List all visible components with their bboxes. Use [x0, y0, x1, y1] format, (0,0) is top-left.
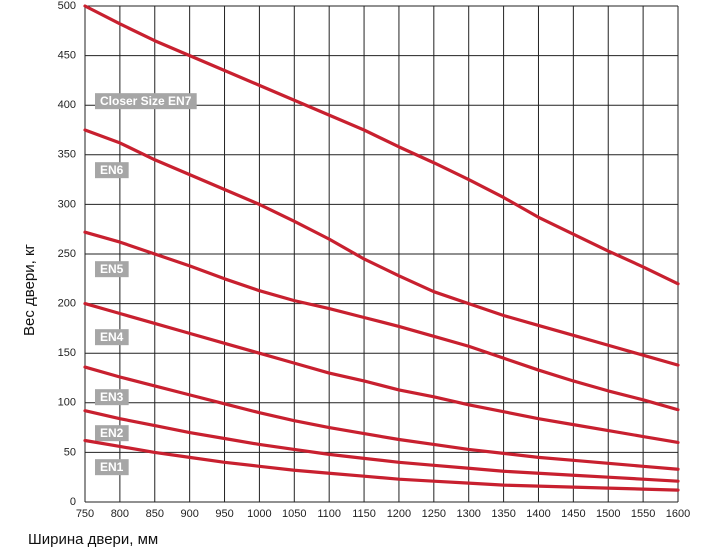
series-label: Closer Size EN7: [100, 94, 192, 108]
x-tick-label: 1350: [491, 508, 515, 520]
series-label-box: [95, 162, 129, 179]
series-label-box: [95, 93, 197, 110]
series-line: [83, 438, 680, 492]
x-tick-label: 1550: [631, 508, 655, 520]
y-axis-title: Вес двери, кг: [21, 243, 38, 336]
series-line: [83, 128, 680, 367]
series-line: [83, 302, 680, 445]
x-tick-label: 1200: [387, 508, 411, 520]
y-tick-label: 200: [58, 298, 76, 310]
series-label-box: [95, 459, 129, 476]
x-tick-label: 950: [215, 508, 233, 520]
y-tick-label: 400: [58, 99, 76, 111]
x-tick-label: 800: [111, 508, 129, 520]
x-tick-label: 850: [146, 508, 164, 520]
y-tick-label: 300: [58, 198, 76, 210]
x-tick-label: 1150: [352, 508, 376, 520]
x-axis-title: Ширина двери, мм: [28, 531, 158, 548]
series-line: [83, 365, 680, 471]
series-label-box: [95, 389, 129, 406]
series-label: EN5: [100, 262, 124, 276]
x-tick-label: 1500: [596, 508, 620, 520]
x-tick-label: 1450: [561, 508, 585, 520]
series-label: EN2: [100, 426, 124, 440]
series-label: EN3: [100, 390, 124, 404]
series-label: EN1: [100, 460, 124, 474]
y-tick-label: 500: [58, 0, 76, 12]
x-tick-label: 1300: [456, 508, 480, 520]
y-tick-label: 100: [58, 397, 76, 409]
series-label-box: [95, 425, 129, 442]
series-label: EN6: [100, 163, 124, 177]
x-tick-label: 1050: [282, 508, 306, 520]
y-tick-label: 250: [58, 248, 76, 260]
x-tick-label: 900: [180, 508, 198, 520]
y-tick-label: 450: [58, 50, 76, 62]
series-line: [83, 409, 680, 483]
y-tick-label: 150: [58, 347, 76, 359]
y-tick-label: 50: [64, 446, 76, 458]
x-tick-label: 1400: [526, 508, 550, 520]
x-tick-label: 1250: [422, 508, 446, 520]
x-tick-label: 1600: [666, 508, 690, 520]
series-label-box: [95, 329, 129, 346]
x-tick-label: 1100: [317, 508, 341, 520]
x-tick-label: 1000: [247, 508, 271, 520]
series-line: [83, 230, 680, 412]
y-tick-label: 0: [70, 496, 76, 508]
y-tick-label: 350: [58, 149, 76, 161]
series-label: EN4: [100, 330, 124, 344]
x-tick-label: 750: [76, 508, 94, 520]
series-label-box: [95, 261, 129, 278]
series-line: [83, 4, 680, 286]
